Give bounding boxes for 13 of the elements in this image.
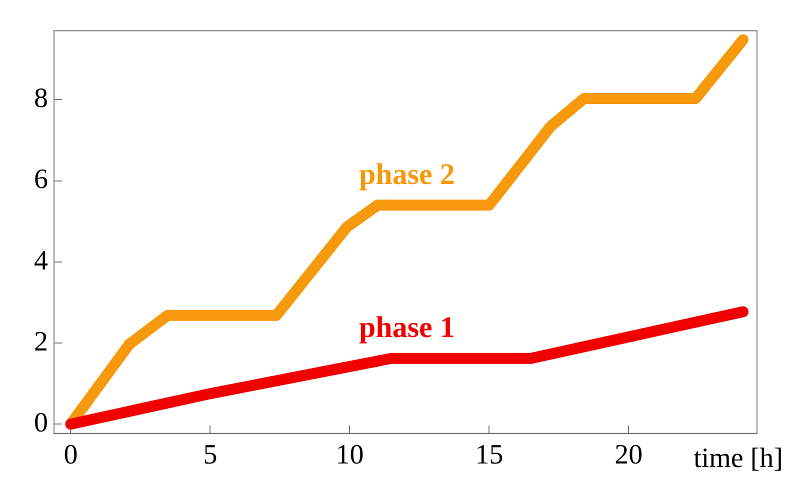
- x-tick-label: 5: [203, 440, 218, 471]
- series-label: phase 1: [358, 311, 455, 344]
- y-tick-label: 2: [34, 326, 48, 358]
- y-tick-label: 8: [34, 83, 48, 114]
- series-label: phase 2: [358, 158, 455, 191]
- y-tick-label: 0: [34, 407, 48, 438]
- x-tick-label: 20: [614, 440, 643, 471]
- x-tick-label: 0: [64, 440, 78, 471]
- y-tick-label: 4: [34, 245, 48, 276]
- x-axis-title: time [h]: [694, 442, 783, 474]
- x-tick-label: 10: [336, 440, 364, 471]
- x-tick-label: 15: [475, 440, 504, 471]
- y-tick-label: 6: [34, 164, 48, 196]
